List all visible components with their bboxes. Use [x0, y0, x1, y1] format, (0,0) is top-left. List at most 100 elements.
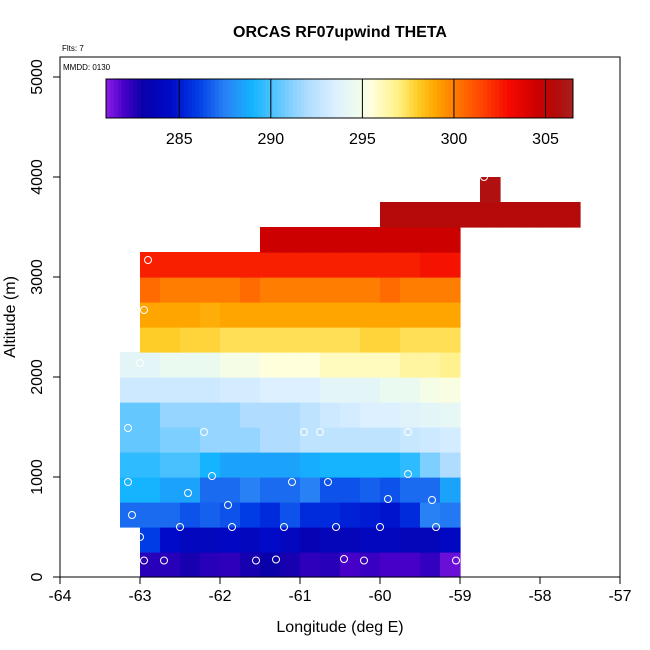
colorbar-segment [502, 79, 508, 118]
colorbar-segment [304, 79, 309, 118]
heatmap-cell [360, 352, 381, 378]
heatmap-cell [400, 427, 421, 453]
heatmap-cell [420, 527, 441, 553]
colorbar-segment [211, 79, 216, 118]
colorbar-segment [183, 79, 189, 118]
heatmap-cell [140, 427, 161, 453]
heatmap-cell [380, 302, 401, 328]
heatmap-cell [160, 252, 181, 278]
flight-point [484, 478, 492, 486]
colorbar-segment [347, 79, 352, 118]
heatmap-cell [140, 352, 161, 378]
heatmap-cell [260, 302, 281, 328]
heatmap-cell [240, 302, 261, 328]
colorbar-segment [144, 79, 150, 118]
heatmap-cell [300, 452, 321, 478]
heatmap-cell [380, 277, 401, 303]
heatmap-cell [220, 527, 241, 553]
colorbar-segment [413, 79, 418, 118]
colorbar-segment [156, 79, 161, 118]
heatmap-cell [160, 302, 181, 328]
heatmap-cell [420, 477, 441, 503]
heatmap-cell [280, 477, 301, 503]
flight-point [384, 495, 392, 503]
heatmap-cell [240, 527, 261, 553]
colorbar-segment [378, 79, 383, 118]
colorbar-segment [253, 79, 259, 118]
heatmap-cell [160, 377, 181, 403]
heatmap-cell [200, 327, 221, 353]
colorbar-segment [471, 79, 477, 118]
heatmap-cell [300, 277, 321, 303]
colorbar-segment [226, 79, 232, 118]
colorbar-segment [238, 79, 243, 118]
colorbar-segment [207, 79, 212, 118]
heatmap-cell [380, 402, 401, 428]
colorbar-segment [308, 79, 313, 118]
colorbar-segment [557, 79, 562, 118]
heatmap-cell [280, 552, 301, 578]
flight-point [324, 478, 332, 486]
heatmap-cell [420, 227, 441, 253]
x-tick-label: -61 [288, 588, 311, 605]
heatmap-cell [480, 202, 501, 228]
colorbar-segment [522, 79, 527, 118]
heatmap-cell [260, 552, 281, 578]
flight-point [184, 489, 192, 497]
heatmap-cell [440, 252, 461, 278]
heatmap-cell [360, 377, 381, 403]
heatmap-cell [180, 502, 201, 528]
heatmap-cell [360, 527, 381, 553]
colorbar-segment [187, 79, 193, 118]
colorbar-segment [269, 79, 274, 118]
heatmap-cell [140, 277, 161, 303]
colorbar-segment [273, 79, 278, 118]
colorbar-frame [105, 78, 574, 119]
heatmap-cell [340, 502, 361, 528]
heatmap-cell [380, 477, 401, 503]
heatmap-cell [400, 452, 421, 478]
heatmap-cell [280, 277, 301, 303]
colorbar: 285 290 295 300 305 [105, 78, 574, 148]
heatmap-cell [260, 402, 281, 428]
colorbar-segment [234, 79, 239, 118]
colorbar-segment [448, 79, 453, 118]
heatmap-cell [360, 477, 381, 503]
colorbar-segment [214, 79, 220, 118]
heatmap-cell [420, 352, 441, 378]
colorbar-segment [487, 79, 492, 118]
heatmap-cell [420, 202, 441, 228]
colorbar-segment [109, 79, 115, 118]
colorbar-tick-label: 305 [532, 131, 559, 148]
heatmap-cell [380, 352, 401, 378]
heatmap-cell [380, 452, 401, 478]
heatmap-cell [160, 277, 181, 303]
heatmap-cell [220, 502, 241, 528]
heatmap-cell [160, 527, 181, 553]
flight-point [300, 428, 308, 436]
heatmap-cell [120, 352, 141, 378]
colorbar-segment [545, 79, 551, 118]
colorbar-segment [386, 79, 391, 118]
heatmap-cell [220, 352, 241, 378]
colorbar-segment [382, 79, 387, 118]
heatmap-cell [380, 327, 401, 353]
flight-point [316, 428, 324, 436]
heatmap-cell [520, 202, 541, 228]
colorbar-segment [242, 79, 247, 118]
heatmap-cell [280, 377, 301, 403]
colorbar-segment [257, 79, 263, 118]
colorbar-segment [401, 79, 407, 118]
heatmap-cell [440, 277, 461, 303]
heatmap-cell [220, 302, 241, 328]
heatmap-cell [320, 402, 341, 428]
flight-point [136, 533, 144, 541]
heatmap-cell [160, 502, 181, 528]
flight-point [124, 424, 132, 432]
heatmap-cell [440, 377, 461, 403]
colorbar-segment [425, 79, 430, 118]
heatmap-cell [320, 552, 341, 578]
heatmap-cell [220, 552, 241, 578]
flight-point [144, 256, 152, 264]
heatmap-cell [440, 477, 461, 503]
